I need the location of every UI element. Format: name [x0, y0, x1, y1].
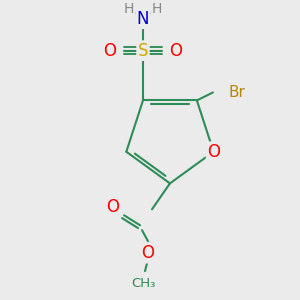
- Text: O: O: [103, 42, 117, 60]
- Text: H: H: [152, 2, 162, 16]
- Text: Br: Br: [229, 85, 246, 100]
- Text: S: S: [138, 42, 148, 60]
- Text: CH₃: CH₃: [131, 277, 155, 290]
- Text: O: O: [106, 198, 120, 216]
- Text: O: O: [142, 244, 154, 262]
- Text: H: H: [124, 2, 134, 16]
- Text: O: O: [207, 143, 220, 161]
- Text: N: N: [137, 10, 149, 28]
- Text: O: O: [169, 42, 182, 60]
